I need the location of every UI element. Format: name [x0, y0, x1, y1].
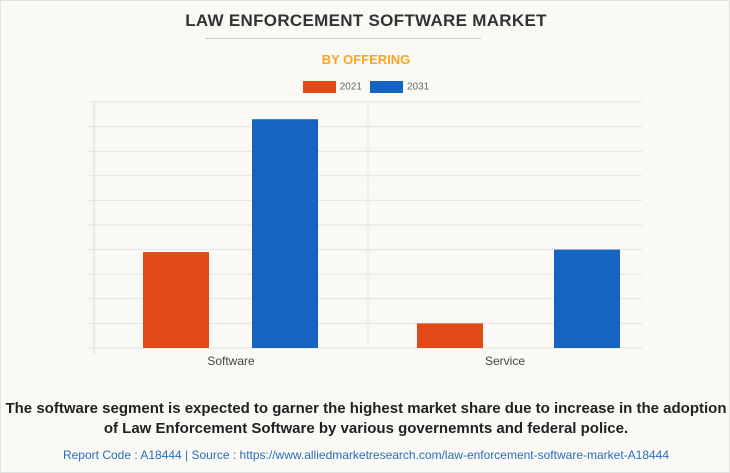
x-tick-label: Service [485, 354, 525, 368]
chart-title: LAW ENFORCEMENT SOFTWARE MARKET [185, 11, 547, 30]
x-tick-label: Software [207, 354, 255, 368]
bar-chart: Software Service [88, 101, 642, 368]
legend-swatch [302, 81, 336, 93]
bar-2031-service [554, 249, 620, 348]
bar-2021-service [417, 323, 483, 348]
caption: The software segment is expected to garn… [5, 400, 727, 437]
legend-label: 2021 [339, 81, 362, 93]
bar-2031-software [252, 119, 318, 348]
legend-swatch [370, 81, 403, 93]
report-source-footer[interactable]: Report Code : A18444 | Source : https://… [62, 448, 670, 462]
legend-label: 2031 [407, 81, 430, 93]
title-divider [205, 38, 481, 39]
legend: 2021 2031 [1, 81, 729, 93]
legend-item-2021[interactable]: 2021 [302, 81, 362, 93]
legend-item-2031[interactable]: 2031 [370, 81, 429, 93]
chart-subtitle: BY OFFERING [321, 52, 411, 67]
bar-2021-software [143, 252, 209, 348]
